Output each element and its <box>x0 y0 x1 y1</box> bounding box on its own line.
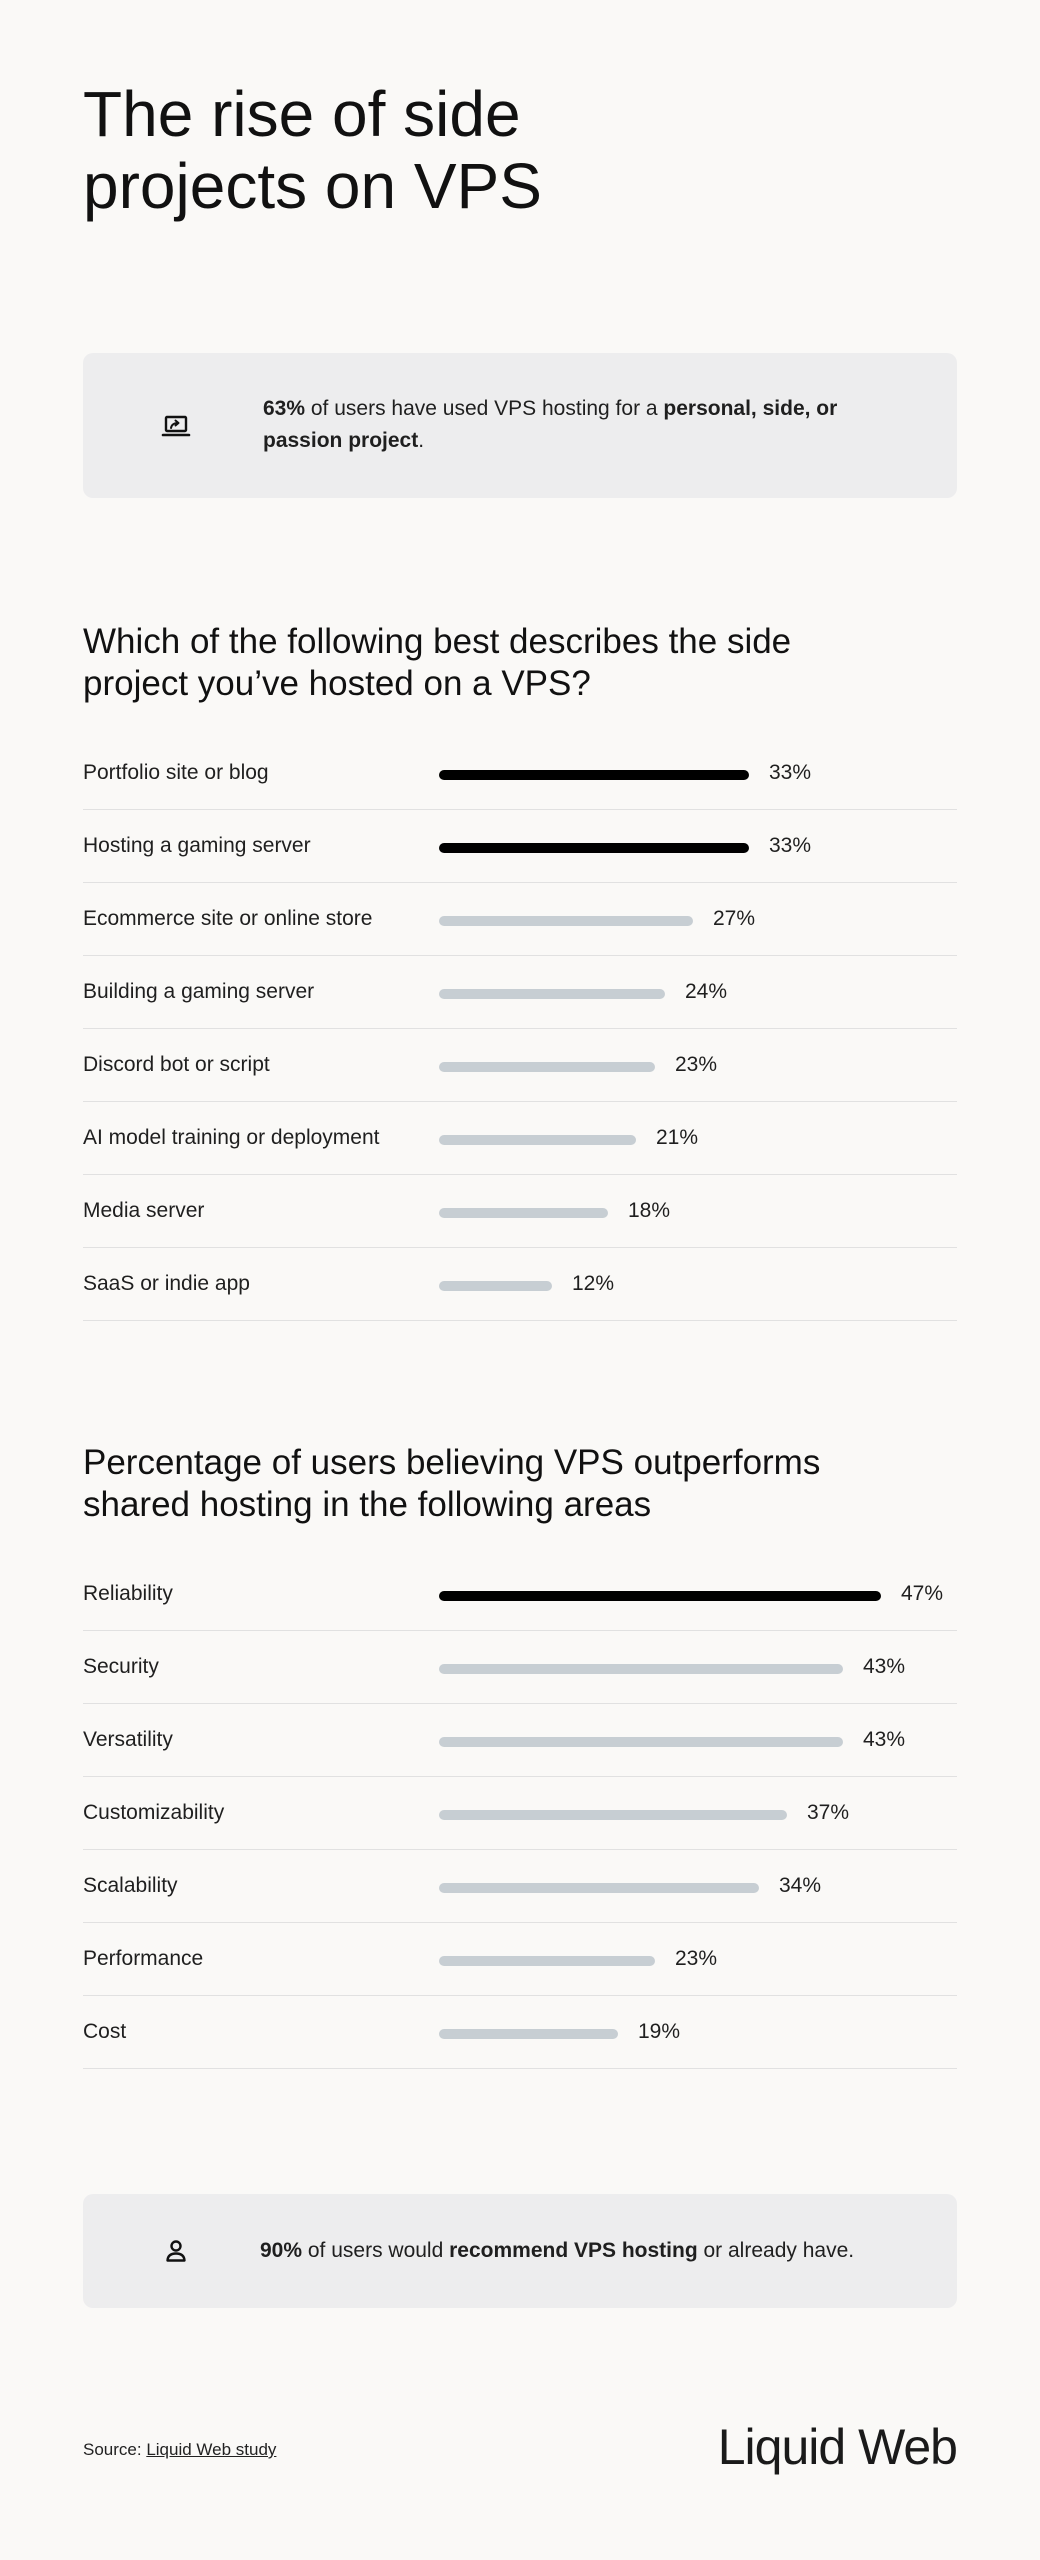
data-label: 19% <box>638 2020 681 2043</box>
bar <box>439 1956 655 1966</box>
data-label: 23% <box>675 1053 718 1076</box>
category-label: Performance <box>83 1947 204 1970</box>
data-label: 43% <box>863 1728 906 1751</box>
data-label: 27% <box>713 907 756 930</box>
category-label: Versatility <box>83 1728 173 1751</box>
data-label: 12% <box>572 1272 615 1295</box>
chart-row: SaaS or indie app 12% <box>83 1248 957 1321</box>
chart-row: Media server 18% <box>83 1175 957 1248</box>
callout-recommend-text: 90% of users would recommend VPS hosting… <box>260 2235 940 2267</box>
data-label: 34% <box>779 1874 822 1897</box>
bar <box>439 989 665 999</box>
category-label: Customizability <box>83 1801 225 1824</box>
callout-stat: 63% <box>263 397 306 420</box>
category-label: Media server <box>83 1199 205 1222</box>
chart-row: Performance 23% <box>83 1923 957 1996</box>
chart-row: Portfolio site or blog 33% <box>83 737 957 810</box>
chart-1-title: Which of the following best describes th… <box>83 622 792 703</box>
data-label: 43% <box>863 1655 906 1678</box>
chart-row: Hosting a gaming server 33% <box>83 810 957 883</box>
laptop-share-icon <box>160 410 192 442</box>
callout-text-part: . <box>418 429 425 452</box>
source-link[interactable]: Liquid Web study <box>146 2440 277 2459</box>
bar <box>439 770 749 780</box>
chart-2-title: Percentage of users believing VPS outper… <box>83 1443 821 1524</box>
callout-bold-text: personal, side, or passion project <box>263 397 838 452</box>
callout-side-projects-text: 63% of users have used VPS hosting for a… <box>263 393 903 457</box>
callout-text-part: of users would <box>302 2239 450 2262</box>
page-title: The rise of side projects on VPS <box>83 78 542 222</box>
chart-row: Ecommerce site or online store 27% <box>83 883 957 956</box>
user-icon <box>160 2235 192 2267</box>
bar <box>439 916 693 926</box>
category-label: Cost <box>83 2020 127 2043</box>
callout-bold-text: recommend VPS hosting <box>449 2239 698 2262</box>
chart-row: Cost 19% <box>83 1996 957 2069</box>
chart-row: Versatility 43% <box>83 1704 957 1777</box>
callout-text-part: of users have used VPS hosting for a <box>305 397 664 420</box>
source-note: Source: Liquid Web study <box>83 2440 276 2460</box>
bar <box>439 1810 787 1820</box>
bar <box>439 1883 759 1893</box>
category-label: SaaS or indie app <box>83 1272 250 1295</box>
bar <box>439 843 749 853</box>
callout-text-part: or already have. <box>697 2239 855 2262</box>
bar <box>439 2029 618 2039</box>
bar <box>439 1664 843 1674</box>
bar <box>439 1281 552 1291</box>
source-prefix: Source: <box>83 2440 147 2459</box>
data-label: 21% <box>656 1126 699 1149</box>
chart-row: Security 43% <box>83 1631 957 1704</box>
category-label: Ecommerce site or online store <box>83 907 373 930</box>
data-label: 23% <box>675 1947 718 1970</box>
category-label: Scalability <box>83 1874 178 1897</box>
bar <box>439 1135 636 1145</box>
chart-side-project-types: Portfolio site or blog 33% Hosting a gamin… <box>83 737 957 1321</box>
liquid-web-logo: Liquid Web <box>717 2419 958 2475</box>
category-label: Discord bot or script <box>83 1053 270 1076</box>
bar <box>439 1062 655 1072</box>
chart-row: Customizability 37% <box>83 1777 957 1850</box>
chart-row: Discord bot or script 23% <box>83 1029 957 1102</box>
chart-row: AI model training or deployment 21% <box>83 1102 957 1175</box>
data-label: 18% <box>628 1199 671 1222</box>
bar <box>439 1737 843 1747</box>
category-label: Reliability <box>83 1582 173 1605</box>
bar <box>439 1591 881 1601</box>
chart-vps-advantages: Reliability 47% Security 43% Versatility 43% C… <box>83 1558 957 2069</box>
data-label: 37% <box>807 1801 850 1824</box>
chart-row: Building a gaming server 24% <box>83 956 957 1029</box>
category-label: Hosting a gaming server <box>83 834 311 857</box>
callout-recommend: 90% of users would recommend VPS hosting… <box>83 2194 957 2308</box>
data-label: 47% <box>901 1582 944 1605</box>
category-label: AI model training or deployment <box>83 1126 380 1149</box>
category-label: Portfolio site or blog <box>83 761 269 784</box>
data-label: 33% <box>769 761 812 784</box>
callout-side-projects: 63% of users have used VPS hosting for a… <box>83 353 957 498</box>
callout-stat: 90% <box>260 2239 303 2262</box>
data-label: 33% <box>769 834 812 857</box>
bar <box>439 1208 608 1218</box>
category-label: Building a gaming server <box>83 980 315 1003</box>
category-label: Security <box>83 1655 159 1678</box>
data-label: 24% <box>685 980 728 1003</box>
chart-row: Reliability 47% <box>83 1558 957 1631</box>
chart-row: Scalability 34% <box>83 1850 957 1923</box>
